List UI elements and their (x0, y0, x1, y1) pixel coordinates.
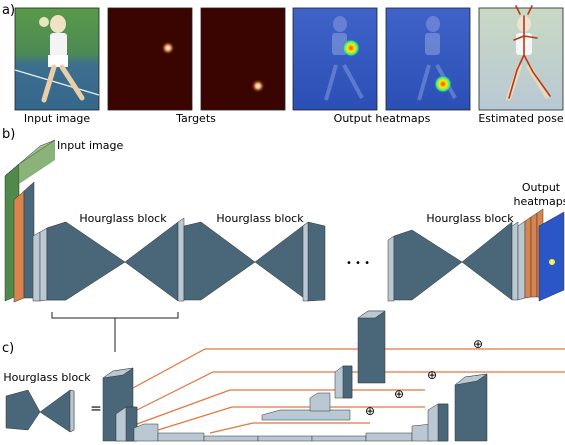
skip-connections (132, 348, 565, 434)
output-heatmap-stack (517, 208, 565, 302)
sum-symbol-1: ⊕ (473, 337, 483, 351)
caption-output-heatmaps: Output heatmaps (334, 112, 431, 125)
network-input-label: Input image (57, 139, 123, 152)
output-heatmap-2 (385, 7, 471, 111)
hourglass-block-2 (183, 221, 326, 302)
equals-sign: = (90, 401, 102, 417)
input-photo (14, 7, 100, 111)
detail-hourglass-label: Hourglass block (3, 371, 91, 384)
output-label-line1: Output (522, 181, 561, 194)
hourglass-3-label: Hourglass block (426, 212, 514, 225)
target-heatmap-1 (107, 7, 193, 111)
hourglass-block-1 (32, 217, 185, 302)
sum-symbol-4: ⊕ (365, 404, 375, 418)
hourglass-detail-blocks (102, 310, 488, 442)
sum-symbol-2: ⊕ (427, 368, 437, 382)
caption-input-image: Input image (24, 112, 90, 125)
panel-label-a: a) (2, 3, 15, 18)
output-heatmap-1 (292, 7, 378, 111)
target-heatmap-2 (200, 7, 286, 111)
input-image-stack (4, 139, 56, 303)
caption-targets: Targets (175, 112, 216, 125)
panel-label-c: c) (2, 341, 14, 356)
panel-label-b: b) (2, 127, 15, 142)
sum-symbol-3: ⊕ (394, 387, 404, 401)
hourglass-1-label: Hourglass block (79, 212, 167, 225)
hourglass-2-label: Hourglass block (216, 212, 304, 225)
output-label-line2: heatmaps (514, 195, 565, 208)
estimated-pose-image (478, 5, 564, 111)
detail-bracket (51, 312, 179, 352)
small-hourglass-icon (5, 389, 75, 433)
ellipsis: • • • (346, 258, 370, 269)
caption-estimated-pose: Estimated pose (478, 112, 564, 125)
hourglass-block-3 (387, 221, 519, 302)
